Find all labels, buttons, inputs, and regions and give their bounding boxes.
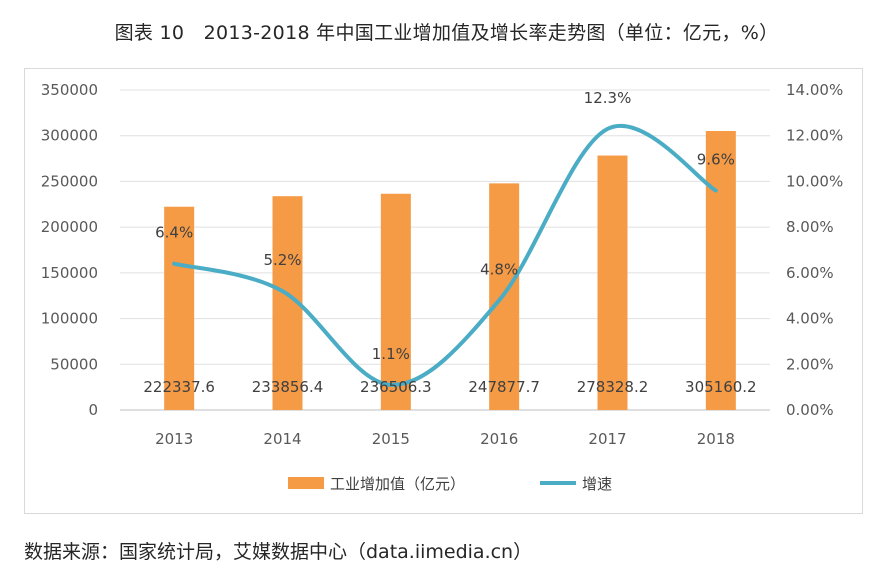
bar-2013 [164, 206, 195, 410]
chart-frame [24, 68, 863, 514]
gridlines [120, 89, 770, 411]
legend-swatch-bar [288, 477, 324, 489]
y-right-tick-label: 6.00% [786, 264, 834, 282]
y-right-tick-label: 12.00% [786, 127, 843, 145]
axes: 0 0.00% 50000 2.00% 100000 4.00% 150000 6.00% 20… [41, 81, 843, 448]
line-value-label: 6.4% [155, 224, 193, 242]
y-right-tick-label: 2.00% [786, 355, 834, 373]
y-right-tick-label: 14.00% [786, 81, 843, 99]
line-value-label: 4.8% [480, 260, 518, 278]
x-tick-label: 2013 [155, 430, 193, 448]
source-note: 数据来源：国家统计局，艾媒数据中心（data.iimedia.cn） [24, 541, 533, 563]
bar-value-label: 222337.6 [143, 378, 215, 396]
y-left-tick-label: 300000 [41, 127, 98, 145]
y-left-tick-label: 100000 [41, 310, 98, 328]
bar-value-label: 247877.7 [468, 378, 540, 396]
legend: 工业增加值（亿元） 增速 [288, 475, 612, 493]
x-tick-label: 2017 [588, 430, 626, 448]
y-left-tick-label: 50000 [50, 355, 98, 373]
bar-value-label: 305160.2 [685, 378, 757, 396]
y-right-tick-label: 8.00% [786, 218, 834, 236]
x-tick-label: 2018 [697, 430, 735, 448]
growth-line [172, 124, 718, 387]
y-left-tick-label: 150000 [41, 264, 98, 282]
bar-value-label: 236506.3 [360, 378, 432, 396]
bar-value-label: 278328.2 [577, 378, 649, 396]
line-value-label: 5.2% [263, 251, 301, 269]
bar-value-label: 233856.4 [252, 378, 324, 396]
y-left-tick-label: 350000 [41, 81, 98, 99]
chart-title: 图表 10 2013-2018 年中国工业增加值及增长率走势图（单位：亿元，%） [114, 22, 779, 44]
line-value-label: 9.6% [697, 151, 735, 169]
line-series [172, 124, 718, 387]
bar-2015 [380, 193, 411, 410]
x-tick-label: 2015 [372, 430, 410, 448]
bar-2017 [597, 155, 628, 410]
y-right-tick-label: 4.00% [786, 310, 834, 328]
legend-label-bar: 工业增加值（亿元） [330, 475, 465, 493]
bar-2018 [705, 130, 736, 410]
y-left-tick-label: 200000 [41, 218, 98, 236]
y-right-tick-label: 0.00% [786, 401, 834, 419]
y-left-tick-label: 250000 [41, 172, 98, 190]
line-value-label: 1.1% [372, 345, 410, 363]
line-value-label: 12.3% [584, 89, 632, 107]
x-tick-label: 2014 [263, 430, 301, 448]
x-tick-label: 2016 [480, 430, 518, 448]
data-labels: 222337.6 233856.4 236506.3 247877.7 278328.2… [143, 89, 756, 396]
y-right-tick-label: 10.00% [786, 172, 843, 190]
bar-series [164, 130, 736, 410]
y-left-tick-label: 0 [88, 401, 98, 419]
legend-label-line: 增速 [582, 475, 612, 493]
